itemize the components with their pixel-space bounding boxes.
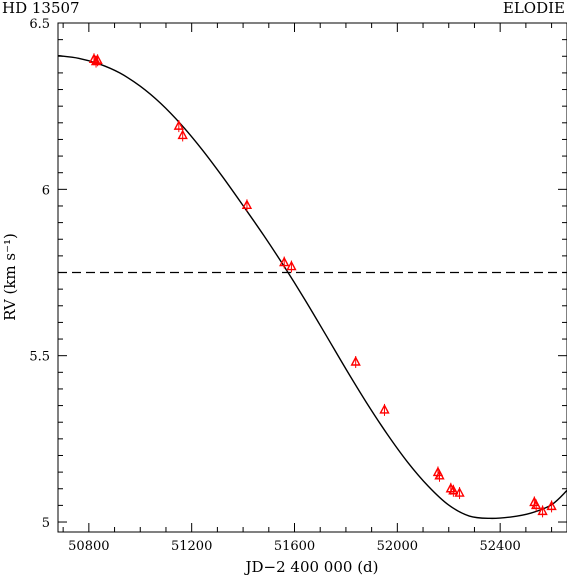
y-tick-label: 6 [42, 183, 50, 198]
rv-data-point [279, 256, 290, 269]
x-tick-label: 51600 [274, 539, 315, 554]
triangle-marker [537, 505, 548, 516]
x-tick-label: 50800 [68, 539, 109, 554]
star-name-label: HD 13507 [2, 0, 80, 17]
triangle-marker [350, 356, 361, 366]
rv-data-point [92, 54, 103, 67]
rv-data-point [454, 487, 465, 500]
rv-data-point [350, 356, 361, 369]
x-axis-label: JD−2 400 000 (d) [243, 558, 378, 576]
y-tick-label: 5.5 [29, 350, 50, 365]
rv-data-point [379, 403, 390, 416]
triangle-marker [279, 256, 290, 267]
x-tick-label: 51200 [171, 539, 212, 554]
orbit-model-curve [57, 54, 567, 520]
triangle-marker [434, 469, 445, 480]
triangle-marker [546, 500, 557, 511]
triangle-marker [177, 129, 188, 140]
x-tick-label: 52000 [377, 539, 418, 554]
rv-data-point [434, 469, 445, 482]
y-axis-label: RV (km s⁻¹) [1, 233, 19, 321]
instrument-label: ELODIE [503, 0, 565, 17]
axis-ticks: 50800 51200 51600 52000 52400 5 5.5 6 6.5 [29, 17, 567, 554]
rv-data-point [177, 129, 188, 142]
plot-frame [57, 22, 567, 533]
data-points [88, 53, 557, 518]
triangle-marker [286, 260, 297, 271]
triangle-marker [241, 199, 253, 210]
rv-data-point [448, 484, 459, 497]
y-tick-label: 6.5 [29, 17, 50, 32]
triangle-marker [173, 120, 184, 130]
triangle-marker [379, 403, 390, 414]
y-tick-label: 5 [42, 516, 50, 531]
rv-data-point [241, 199, 253, 212]
model-curve-group [57, 54, 567, 520]
rv-data-point [173, 120, 184, 133]
rv-data-point [546, 500, 557, 513]
triangle-marker [448, 484, 459, 495]
rv-data-point [537, 505, 548, 518]
triangle-marker [454, 487, 465, 497]
x-tick-label: 52400 [479, 539, 520, 554]
triangle-marker [92, 54, 103, 64]
rv-data-point [286, 260, 297, 273]
rv-data-point [530, 499, 542, 512]
triangle-marker [530, 499, 542, 510]
